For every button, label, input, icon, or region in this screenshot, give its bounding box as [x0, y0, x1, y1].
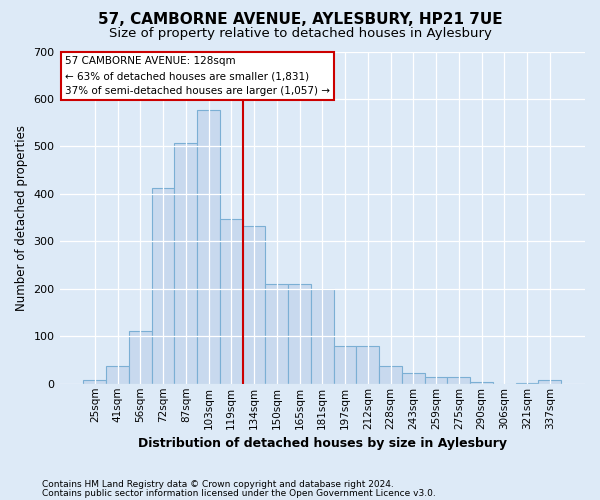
Bar	[265, 284, 288, 384]
Text: 57, CAMBORNE AVENUE, AYLESBURY, HP21 7UE: 57, CAMBORNE AVENUE, AYLESBURY, HP21 7UE	[98, 12, 502, 28]
Text: Contains HM Land Registry data © Crown copyright and database right 2024.: Contains HM Land Registry data © Crown c…	[42, 480, 394, 489]
Bar	[425, 377, 448, 384]
Text: Size of property relative to detached houses in Aylesbury: Size of property relative to detached ho…	[109, 28, 491, 40]
Bar	[175, 143, 197, 384]
Bar	[220, 219, 242, 384]
Bar	[448, 377, 470, 384]
Bar	[288, 284, 311, 384]
Bar	[242, 226, 265, 384]
Bar	[356, 346, 379, 384]
Bar	[470, 382, 493, 384]
Bar	[83, 380, 106, 384]
Bar	[402, 374, 425, 384]
Bar	[538, 380, 561, 384]
X-axis label: Distribution of detached houses by size in Aylesbury: Distribution of detached houses by size …	[138, 437, 507, 450]
Bar	[515, 383, 538, 384]
Bar	[152, 188, 175, 384]
Bar	[379, 366, 402, 384]
Bar	[311, 289, 334, 384]
Bar	[197, 110, 220, 384]
Y-axis label: Number of detached properties: Number of detached properties	[15, 124, 28, 310]
Bar	[129, 330, 152, 384]
Bar	[334, 346, 356, 384]
Text: Contains public sector information licensed under the Open Government Licence v3: Contains public sector information licen…	[42, 488, 436, 498]
Bar	[106, 366, 129, 384]
Text: 57 CAMBORNE AVENUE: 128sqm
← 63% of detached houses are smaller (1,831)
37% of s: 57 CAMBORNE AVENUE: 128sqm ← 63% of deta…	[65, 56, 330, 96]
